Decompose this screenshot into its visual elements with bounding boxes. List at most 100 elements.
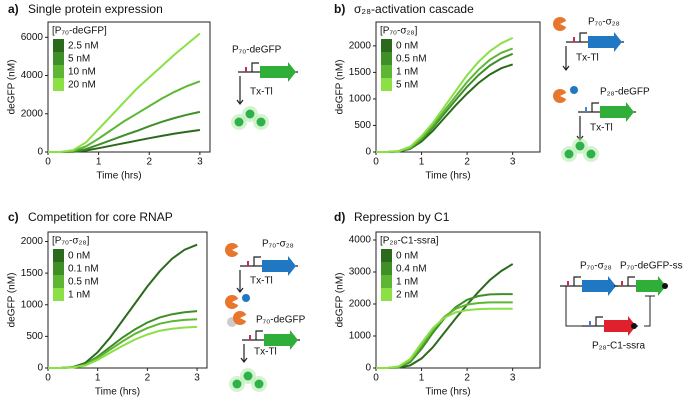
y-axis-label: deGFP (nM): [335, 273, 346, 328]
gene: [636, 276, 666, 296]
promoter-arrow: [591, 102, 599, 112]
data-line: [48, 110, 201, 153]
data-line: [48, 325, 198, 369]
y-tick-label: 4000: [21, 70, 44, 81]
gfp: [232, 379, 242, 389]
legend-title: [P₇₀-σ₂₈]: [380, 26, 418, 37]
legend-swatch: [381, 275, 392, 288]
legend-swatch: [381, 262, 392, 275]
y-tick-label: 4000: [349, 235, 372, 246]
legend-swatch: [381, 288, 392, 301]
rnap-notch: [232, 298, 240, 306]
diagram-label: Tx-Tl: [250, 87, 273, 98]
gfp: [586, 149, 596, 159]
sigma: [570, 86, 578, 94]
legend-label: 2 nM: [396, 290, 418, 301]
y-axis-label: deGFP (nM): [7, 273, 18, 328]
degtag: [662, 283, 668, 289]
x-axis-label: Time (hrs): [425, 387, 470, 398]
legend-title: [P₂₈-C1-ssra]: [380, 236, 439, 247]
legend-swatch: [53, 39, 64, 52]
y-tick-label: 0: [37, 147, 43, 158]
legend-swatch: [53, 262, 64, 275]
legend-label: 0.4 nM: [396, 264, 427, 275]
rnap-notch: [240, 314, 248, 322]
arrow: [576, 116, 584, 141]
promoter-arrow: [255, 330, 263, 340]
x-tick-label: 1: [419, 157, 425, 168]
gfp: [575, 141, 585, 151]
legend-title: [P₇₀-deGFP]: [52, 26, 107, 37]
legend-swatch: [381, 65, 392, 78]
legend-label: 0 nM: [396, 251, 418, 262]
x-tick-label: 1: [419, 373, 425, 384]
gfp: [564, 149, 574, 159]
diagram-label: P₇₀-σ₂₈: [588, 17, 620, 28]
diagram-label: P₂₈-deGFP: [600, 87, 650, 98]
degtag: [631, 323, 637, 329]
arrow: [236, 76, 244, 105]
legend-label: 0.5 nM: [396, 54, 427, 65]
promoter-arrow: [627, 276, 635, 286]
x-tick-label: 1: [95, 373, 101, 384]
diagram-label: P₇₀-deGFP: [232, 45, 282, 56]
x-tick-label: 0: [373, 157, 379, 168]
data-line: [376, 301, 513, 369]
x-axis-label: Time (hrs): [95, 387, 140, 398]
panel-label: d): [334, 210, 345, 224]
y-tick-label: 500: [354, 120, 371, 131]
y-tick-label: 1000: [349, 94, 372, 105]
chart-title: Competition for core RNAP: [28, 210, 173, 224]
legend-label: 5 nM: [396, 80, 418, 91]
legend-label: 1 nM: [396, 67, 418, 78]
legend-label: 5 nM: [68, 54, 90, 65]
plot-frame: [47, 21, 211, 153]
x-axis-label: Time (hrs): [425, 171, 470, 182]
legend-swatch: [53, 288, 64, 301]
rnap-notch: [232, 246, 240, 254]
rnap-notch: [560, 20, 568, 28]
y-tick-label: 1500: [21, 268, 44, 279]
diagram-label: Tx-Tl: [254, 347, 277, 358]
x-tick-label: 0: [45, 157, 51, 168]
legend-swatch: [381, 52, 392, 65]
x-tick-label: 0: [45, 373, 51, 384]
arrow: [240, 344, 248, 363]
plot-frame: [47, 231, 208, 369]
legend-swatch: [381, 39, 392, 52]
x-tick-label: 2: [146, 157, 152, 168]
legend-label: 0.1 nM: [68, 264, 99, 275]
legend-label: 1 nM: [396, 277, 418, 288]
legend-swatch: [381, 249, 392, 262]
y-tick-label: 2000: [21, 236, 44, 247]
rnap-notch: [560, 92, 568, 100]
gfp: [245, 109, 255, 119]
legend-label: 1 nM: [68, 290, 90, 301]
gene: [264, 330, 298, 350]
x-tick-label: 2: [145, 373, 151, 384]
diagram-label: P₇₀-σ₂₈: [580, 261, 612, 272]
y-tick-label: 6000: [21, 32, 44, 43]
y-tick-label: 2000: [349, 41, 372, 52]
promoter-arrow: [595, 316, 603, 326]
panel-label: b): [334, 2, 345, 16]
gene: [604, 316, 636, 336]
x-axis-label: Time (hrs): [96, 171, 141, 182]
panel-label: c): [8, 210, 19, 224]
x-tick-label: 2: [464, 373, 470, 384]
plot-frame: [375, 231, 541, 369]
panel-label: a): [8, 2, 19, 16]
gene: [262, 256, 296, 276]
x-tick-label: 0: [373, 373, 379, 384]
y-tick-label: 1000: [349, 331, 372, 342]
gfp: [243, 371, 253, 381]
y-axis-label: deGFP (nM): [335, 60, 346, 115]
y-tick-label: 2000: [349, 299, 372, 310]
legend-swatch: [53, 52, 64, 65]
y-tick-label: 3000: [349, 267, 372, 278]
diagram-label: P₇₀-deGFP: [256, 315, 306, 326]
data-line: [48, 129, 201, 153]
legend-swatch: [53, 275, 64, 288]
plot-frame: [375, 21, 541, 153]
